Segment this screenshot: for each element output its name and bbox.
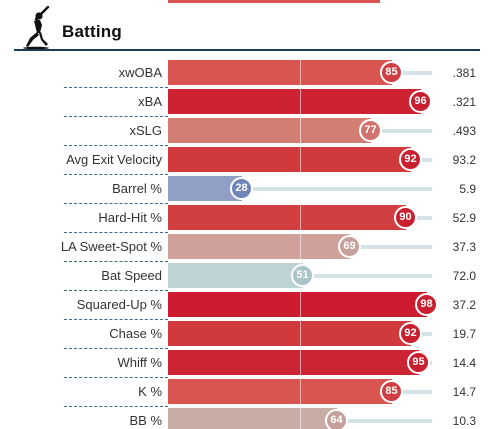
stat-value: 37.3 xyxy=(452,240,476,254)
median-gridline xyxy=(300,379,301,404)
median-gridline xyxy=(300,292,301,317)
row-divider xyxy=(64,406,168,407)
median-gridline xyxy=(300,89,301,114)
stat-value: 5.9 xyxy=(459,182,476,196)
stat-value: .493 xyxy=(452,124,476,138)
stat-label: Squared-Up % xyxy=(76,297,162,312)
stat-value: 93.2 xyxy=(452,153,476,167)
stat-value: 72.0 xyxy=(452,269,476,283)
row-divider xyxy=(64,348,168,349)
stat-row: xSLG 77 .493 xyxy=(0,116,490,146)
previous-section-bar-edge xyxy=(168,0,380,3)
stat-label: xwOBA xyxy=(118,65,162,80)
percentile-badge: 77 xyxy=(359,119,382,142)
stat-label: xSLG xyxy=(129,123,162,138)
stat-row: BB % 64 10.3 xyxy=(0,406,490,429)
percentile-badge: 96 xyxy=(409,90,432,113)
row-divider xyxy=(64,232,168,233)
percentile-badge: 98 xyxy=(415,293,438,316)
stat-row: LA Sweet-Spot % 69 37.3 xyxy=(0,232,490,262)
row-divider xyxy=(64,203,168,204)
stat-label: Avg Exit Velocity xyxy=(66,152,162,167)
percentile-bar xyxy=(168,234,350,259)
percentile-badge: 90 xyxy=(394,206,417,229)
stat-value: 14.4 xyxy=(452,356,476,370)
percentile-bar xyxy=(168,176,242,201)
percentile-badge: 92 xyxy=(399,322,422,345)
stat-value: .321 xyxy=(452,95,476,109)
stat-label: Whiff % xyxy=(117,355,162,370)
percentile-bar xyxy=(168,60,392,85)
stat-row: Chase % 92 19.7 xyxy=(0,319,490,349)
stat-value: 14.7 xyxy=(452,385,476,399)
header-rule xyxy=(14,49,480,51)
row-divider xyxy=(64,145,168,146)
percentile-bar xyxy=(168,89,421,114)
percentile-bar xyxy=(168,408,337,429)
row-divider xyxy=(64,116,168,117)
median-gridline xyxy=(300,118,301,143)
median-gridline xyxy=(300,60,301,85)
row-divider xyxy=(64,261,168,262)
stat-row: xBA 96 .321 xyxy=(0,87,490,117)
stat-row: Whiff % 95 14.4 xyxy=(0,348,490,378)
median-gridline xyxy=(300,321,301,346)
stat-value: 52.9 xyxy=(452,211,476,225)
stat-label: LA Sweet-Spot % xyxy=(60,239,162,254)
row-divider xyxy=(64,290,168,291)
percentile-track xyxy=(168,187,432,191)
percentile-badge: 69 xyxy=(338,235,361,258)
stat-label: Bat Speed xyxy=(101,268,162,283)
median-gridline xyxy=(300,408,301,429)
median-gridline xyxy=(300,205,301,230)
stat-row: Barrel % 28 5.9 xyxy=(0,174,490,204)
row-divider xyxy=(64,174,168,175)
percentile-bar xyxy=(168,205,406,230)
percentile-bar xyxy=(168,263,303,288)
median-gridline xyxy=(300,147,301,172)
percentile-bar xyxy=(168,350,419,375)
stat-row: Hard-Hit % 90 52.9 xyxy=(0,203,490,233)
stat-label: Chase % xyxy=(109,326,162,341)
stat-row: Avg Exit Velocity 92 93.2 xyxy=(0,145,490,175)
stat-label: Barrel % xyxy=(112,181,162,196)
stat-label: Hard-Hit % xyxy=(98,210,162,225)
percentile-badge: 64 xyxy=(325,409,348,429)
percentile-badge: 85 xyxy=(380,380,403,403)
stat-value: 19.7 xyxy=(452,327,476,341)
stat-value: 37.2 xyxy=(452,298,476,312)
percentile-badge: 28 xyxy=(230,177,253,200)
percentile-badge: 95 xyxy=(407,351,430,374)
median-gridline xyxy=(300,234,301,259)
percentile-bar xyxy=(168,321,411,346)
percentile-bar xyxy=(168,147,411,172)
stat-value: .381 xyxy=(452,66,476,80)
stat-row: xwOBA 85 .381 xyxy=(0,58,490,88)
section-title: Batting xyxy=(62,22,122,41)
percentile-bar xyxy=(168,292,427,317)
row-divider xyxy=(64,377,168,378)
row-divider xyxy=(64,87,168,88)
stat-label: BB % xyxy=(129,413,162,428)
batter-silhouette-icon xyxy=(23,6,50,50)
percentile-bar xyxy=(168,118,371,143)
section-header: Batting xyxy=(10,6,480,52)
stat-row: Squared-Up % 98 37.2 xyxy=(0,290,490,320)
percentile-badge: 51 xyxy=(291,264,314,287)
percentile-badge: 85 xyxy=(380,61,403,84)
percentile-bar xyxy=(168,379,392,404)
row-divider xyxy=(64,319,168,320)
stat-label: K % xyxy=(138,384,162,399)
percentile-badge: 92 xyxy=(399,148,422,171)
median-gridline xyxy=(300,350,301,375)
stat-row: K % 85 14.7 xyxy=(0,377,490,407)
stat-label: xBA xyxy=(138,94,162,109)
stat-value: 10.3 xyxy=(452,414,476,428)
stat-row: Bat Speed 51 72.0 xyxy=(0,261,490,291)
